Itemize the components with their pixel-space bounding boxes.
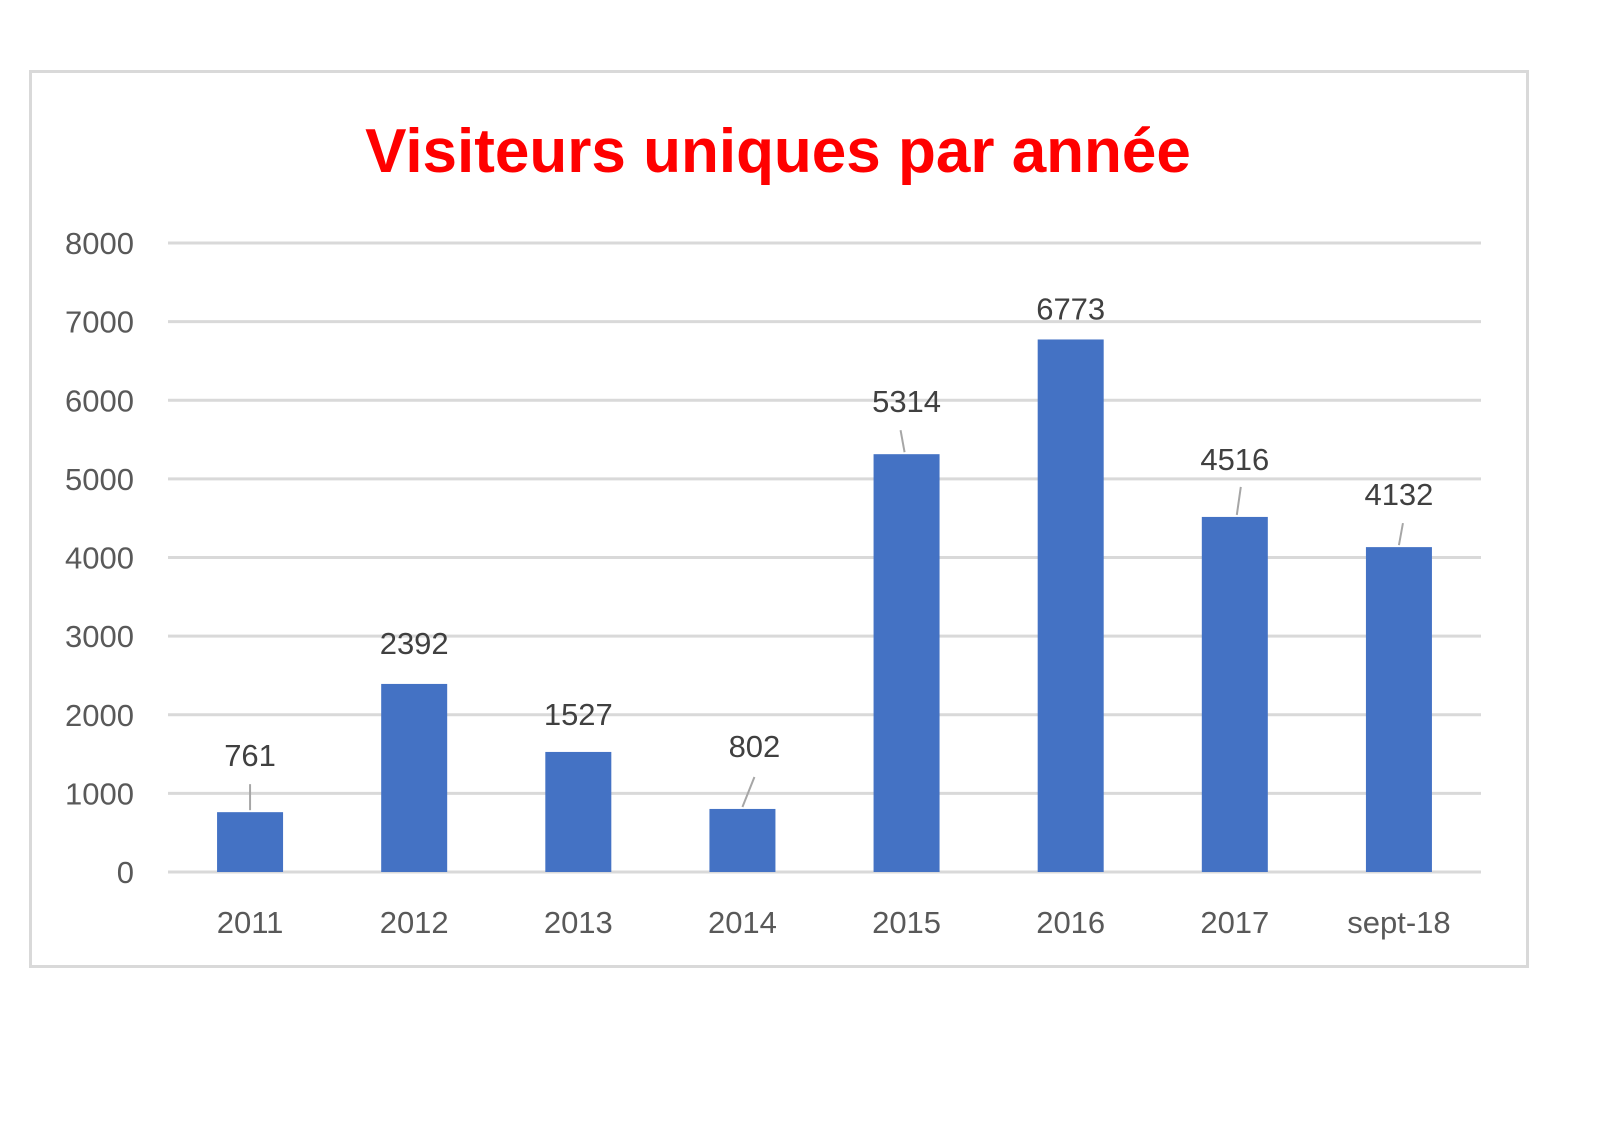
y-tick-label: 6000: [65, 383, 134, 418]
bar: [217, 812, 284, 872]
data-label-leader: [899, 430, 906, 453]
bar: [1037, 339, 1104, 872]
y-tick-label: 3000: [65, 619, 134, 654]
x-tick-label: 2012: [380, 905, 449, 940]
x-tick-label: sept-18: [1347, 905, 1450, 940]
y-tick-label: 4000: [65, 541, 134, 576]
data-label-leaders: [249, 430, 1404, 811]
data-label: 4132: [1364, 477, 1433, 512]
x-tick-label: 2015: [872, 905, 941, 940]
gridlines: [168, 241, 1481, 874]
x-tick-label: 2013: [544, 905, 613, 940]
bar: [709, 808, 776, 872]
data-label: 2392: [380, 626, 449, 661]
data-label: 6773: [1036, 291, 1105, 326]
data-label: 4516: [1200, 442, 1269, 477]
y-tick-label: 7000: [65, 305, 134, 340]
data-label-leader: [1235, 486, 1242, 516]
data-label: 761: [224, 738, 276, 773]
data-label-leader: [1397, 522, 1404, 546]
bar: [873, 454, 940, 872]
x-axis-ticks: 2011 2012 2013 2014 2015 2016 2017 sept-18: [217, 905, 1451, 940]
chart-title: Visiteurs uniques par année: [365, 117, 1191, 186]
bar: [1365, 547, 1432, 872]
y-tick-label: 2000: [65, 698, 134, 733]
y-tick-label: 0: [117, 855, 134, 890]
y-tick-label: 8000: [65, 226, 134, 261]
x-tick-label: 2014: [708, 905, 777, 940]
x-tick-label: 2017: [1200, 905, 1269, 940]
bar: [1201, 516, 1268, 872]
data-labels: 761 2392 1527 802 5314 6773 4516 4132: [224, 291, 1433, 773]
y-tick-label: 1000: [65, 776, 134, 811]
bars: [217, 339, 1432, 872]
data-label-leader: [741, 776, 756, 808]
y-tick-label: 5000: [65, 462, 134, 497]
data-label: 5314: [872, 384, 941, 419]
y-axis-ticks: 0 1000 2000 3000 4000 5000 6000 7000 8000: [65, 226, 134, 890]
x-tick-label: 2011: [217, 905, 284, 940]
bar: [545, 751, 612, 872]
bar: [381, 683, 448, 872]
x-tick-label: 2016: [1036, 905, 1105, 940]
data-label: 802: [729, 729, 781, 764]
data-label: 1527: [544, 697, 613, 732]
